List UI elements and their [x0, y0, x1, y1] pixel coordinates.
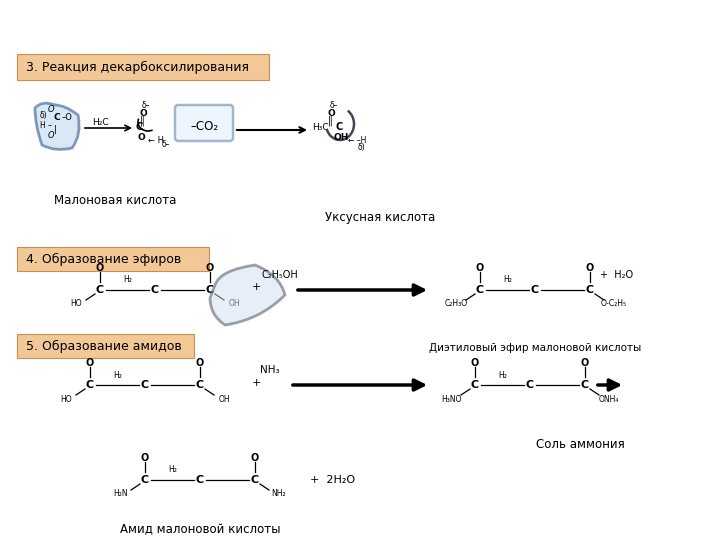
Text: C: C: [86, 380, 94, 390]
Text: C: C: [196, 380, 204, 390]
Text: |: |: [54, 125, 57, 134]
Text: +: +: [252, 282, 261, 292]
Text: C: C: [586, 285, 594, 295]
FancyBboxPatch shape: [17, 334, 194, 358]
Text: O: O: [48, 105, 55, 114]
Text: ‖: ‖: [140, 116, 145, 126]
Text: O: O: [251, 453, 259, 463]
Text: O: O: [586, 263, 594, 273]
Text: C: C: [151, 285, 159, 295]
Text: O: O: [141, 453, 149, 463]
Text: δ): δ): [40, 111, 48, 120]
Text: δ–: δ–: [162, 140, 171, 149]
Text: O: O: [96, 263, 104, 273]
Text: H₂C: H₂C: [92, 118, 109, 127]
Text: 3. Реакция декарбоксилирования: 3. Реакция декарбоксилирования: [26, 60, 249, 73]
Text: H₂: H₂: [168, 465, 177, 475]
Text: C: C: [526, 380, 534, 390]
Text: O-C₂H₅: O-C₂H₅: [601, 300, 627, 308]
Text: Малоновая кислота: Малоновая кислота: [54, 193, 176, 206]
Text: O: O: [328, 109, 336, 118]
Text: C: C: [136, 122, 143, 132]
Text: Амид малоновой кислоты: Амид малоновой кислоты: [120, 523, 280, 537]
Text: NH₃: NH₃: [260, 365, 279, 375]
Text: O: O: [138, 133, 145, 142]
Text: C: C: [141, 475, 149, 485]
Text: OH: OH: [218, 395, 230, 403]
Text: H₂: H₂: [113, 370, 122, 380]
Text: C: C: [336, 122, 343, 132]
Text: NH₂: NH₂: [271, 489, 287, 498]
Text: Диэтиловый эфир малоновой кислоты: Диэтиловый эфир малоновой кислоты: [429, 343, 641, 353]
Text: O: O: [206, 263, 214, 273]
Text: –CO₂: –CO₂: [190, 119, 218, 132]
Text: Соль аммония: Соль аммония: [536, 438, 624, 451]
Text: δ–: δ–: [142, 101, 150, 110]
Text: O: O: [86, 358, 94, 368]
Text: H₃NO: H₃NO: [441, 395, 462, 403]
Text: HO: HO: [60, 395, 72, 403]
Text: O: O: [48, 131, 55, 140]
Text: H –: H –: [40, 121, 52, 130]
Text: ← H: ← H: [148, 136, 164, 145]
Text: +  H₂O: + H₂O: [600, 270, 633, 280]
Text: ← –H: ← –H: [348, 136, 366, 145]
Text: OH: OH: [228, 300, 240, 308]
FancyBboxPatch shape: [175, 105, 233, 141]
Text: ONH₄: ONH₄: [599, 395, 619, 403]
Text: C: C: [206, 285, 214, 295]
Text: O: O: [471, 358, 479, 368]
Text: C₂H₃O: C₂H₃O: [444, 300, 467, 308]
Text: 5. Образование амидов: 5. Образование амидов: [26, 340, 181, 353]
Text: Уксусная кислота: Уксусная кислота: [325, 212, 435, 225]
Text: C: C: [251, 475, 259, 485]
Text: C: C: [96, 285, 104, 295]
Text: –O: –O: [62, 113, 73, 122]
Text: H₃C: H₃C: [312, 123, 328, 132]
FancyBboxPatch shape: [17, 247, 209, 271]
Text: HO: HO: [70, 300, 82, 308]
Text: ‖: ‖: [328, 116, 333, 126]
Text: +: +: [252, 378, 261, 388]
Text: C: C: [141, 380, 149, 390]
Text: O: O: [581, 358, 589, 368]
Text: C: C: [54, 113, 60, 122]
Text: OH: OH: [334, 133, 349, 142]
Text: C: C: [581, 380, 589, 390]
Text: δ): δ): [358, 143, 366, 152]
Text: O: O: [476, 263, 484, 273]
Text: H₂N: H₂N: [114, 489, 128, 498]
Text: O: O: [140, 109, 148, 118]
Text: 4. Образование эфиров: 4. Образование эфиров: [26, 253, 181, 266]
PathPatch shape: [210, 265, 285, 325]
Text: C₂H₅OH: C₂H₅OH: [262, 270, 299, 280]
FancyBboxPatch shape: [17, 54, 269, 80]
Text: δ–: δ–: [330, 101, 338, 110]
Text: C: C: [531, 285, 539, 295]
Text: +  2H₂O: + 2H₂O: [310, 475, 355, 485]
Text: C: C: [471, 380, 479, 390]
PathPatch shape: [35, 103, 79, 150]
Text: H₂: H₂: [498, 370, 507, 380]
Text: C: C: [476, 285, 484, 295]
Text: O: O: [196, 358, 204, 368]
Text: H₂: H₂: [123, 275, 132, 285]
Text: C: C: [196, 475, 204, 485]
Text: H₂: H₂: [503, 275, 512, 285]
